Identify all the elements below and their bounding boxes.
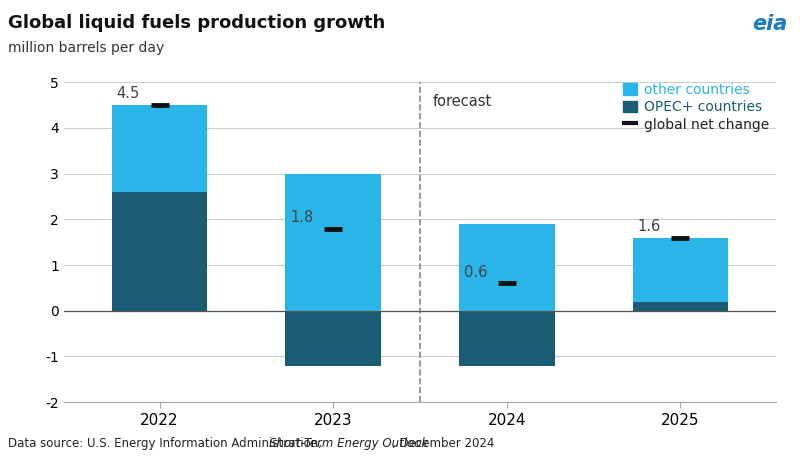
Text: Global liquid fuels production growth: Global liquid fuels production growth xyxy=(8,14,386,32)
Bar xyxy=(112,192,207,311)
Bar xyxy=(286,311,381,366)
Bar xyxy=(459,224,554,311)
Text: eia: eia xyxy=(753,14,788,34)
Bar xyxy=(112,105,207,192)
Bar xyxy=(633,302,728,311)
Bar xyxy=(633,238,728,302)
Text: million barrels per day: million barrels per day xyxy=(8,41,164,55)
Bar xyxy=(286,174,381,311)
Text: Short-Term Energy Outlook: Short-Term Energy Outlook xyxy=(269,437,428,450)
Text: 0.6: 0.6 xyxy=(464,265,487,280)
Text: 1.8: 1.8 xyxy=(290,210,314,225)
Text: , December 2024: , December 2024 xyxy=(392,437,494,450)
Bar xyxy=(459,311,554,366)
Legend: other countries, OPEC+ countries, global net change: other countries, OPEC+ countries, global… xyxy=(623,83,769,132)
Text: 1.6: 1.6 xyxy=(638,219,661,234)
Text: 4.5: 4.5 xyxy=(117,86,140,101)
Text: forecast: forecast xyxy=(432,94,491,109)
Text: Data source: U.S. Energy Information Administration,: Data source: U.S. Energy Information Adm… xyxy=(8,437,326,450)
